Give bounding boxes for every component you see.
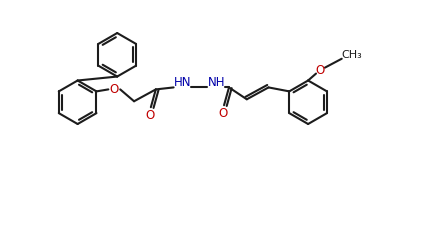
Text: HN: HN (174, 76, 191, 89)
Text: CH₃: CH₃ (341, 50, 362, 60)
Text: O: O (145, 108, 155, 122)
Text: O: O (110, 83, 119, 96)
Text: NH: NH (207, 76, 225, 89)
Text: O: O (219, 107, 228, 120)
Text: O: O (315, 64, 325, 77)
